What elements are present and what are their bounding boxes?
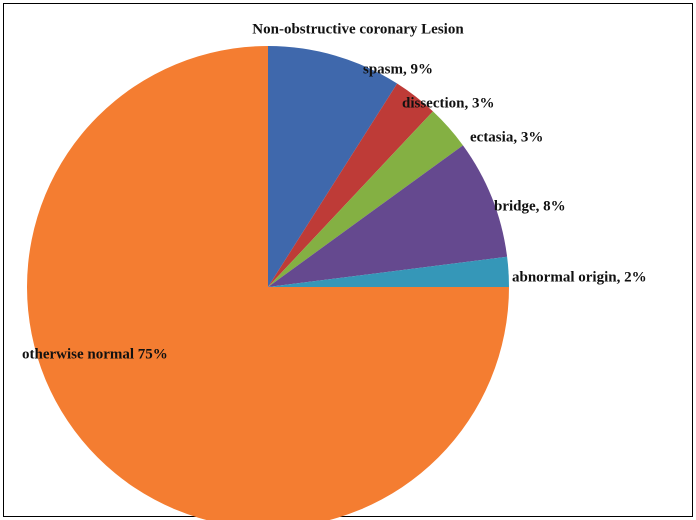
pie-slice (268, 145, 508, 287)
slice-label: ectasia, 3% (470, 129, 543, 145)
pie-slice (268, 83, 433, 287)
slice-label: dissection, 3% (402, 95, 495, 111)
slice-label: otherwise normal 75% (22, 346, 168, 362)
pie-slice (268, 46, 398, 287)
pie-slice (27, 46, 509, 520)
pie-slice (268, 111, 463, 287)
slice-label: spasm, 9% (363, 61, 433, 77)
pie-slice (268, 256, 509, 287)
chart-title: Non-obstructive coronary Lesion (252, 21, 464, 37)
slice-label: abnormal origin, 2% (512, 269, 647, 285)
slice-label: bridge, 8% (494, 198, 566, 214)
